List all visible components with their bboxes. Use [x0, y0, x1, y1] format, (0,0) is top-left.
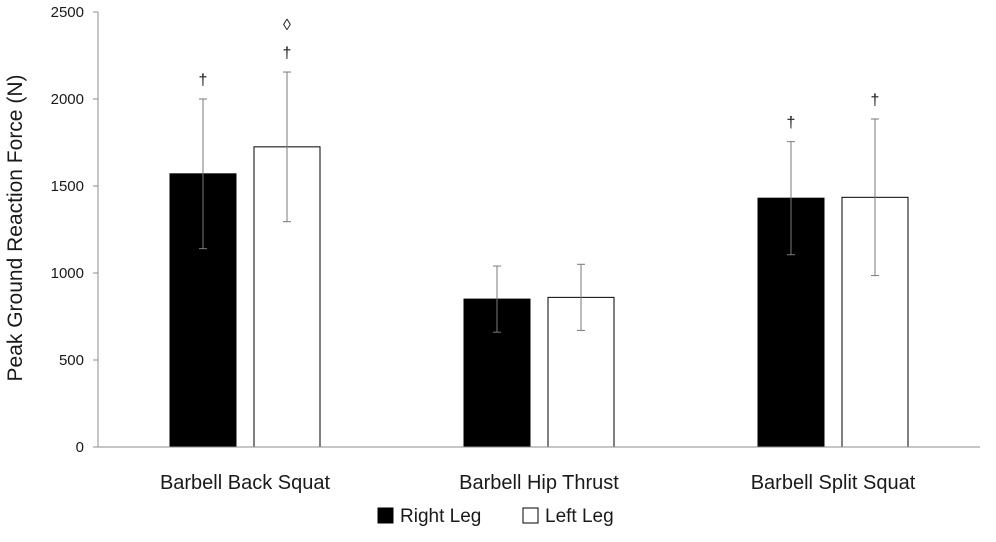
- legend-label: Right Leg: [400, 506, 481, 527]
- y-tick-label: 2500: [51, 4, 84, 21]
- legend-swatch: [522, 507, 539, 524]
- y-axis: 0 500 1000 1500 2000 2500: [51, 4, 99, 456]
- y-axis-title: Peak Ground Reaction Force (N): [4, 75, 27, 382]
- significance-marker: †: [283, 45, 292, 62]
- y-tick-label: 0: [76, 439, 84, 456]
- significance-marker: †: [199, 72, 208, 89]
- legend-swatch: [377, 507, 394, 524]
- x-axis: Barbell Back Squat Barbell Hip Thrust Barb…: [98, 446, 980, 494]
- significance-marker: †: [871, 92, 880, 109]
- significance-marker: †: [787, 115, 796, 132]
- legend: Right Leg Left Leg: [377, 506, 614, 527]
- error-bars-group: [199, 71, 879, 333]
- legend-label: Left Leg: [545, 506, 614, 527]
- y-tick-label: 500: [59, 352, 84, 369]
- bars-group: [169, 146, 909, 448]
- x-category-label: Barbell Split Squat: [751, 472, 916, 494]
- y-tick-label: 1000: [51, 265, 84, 282]
- y-tick-label: 1500: [51, 178, 84, 195]
- x-category-label: Barbell Hip Thrust: [459, 472, 619, 494]
- significance-marker: ◊: [283, 17, 291, 34]
- y-tick-label: 2000: [51, 91, 84, 108]
- x-category-label: Barbell Back Squat: [160, 472, 331, 494]
- significance-annotations: † ◊ † † †: [199, 17, 880, 132]
